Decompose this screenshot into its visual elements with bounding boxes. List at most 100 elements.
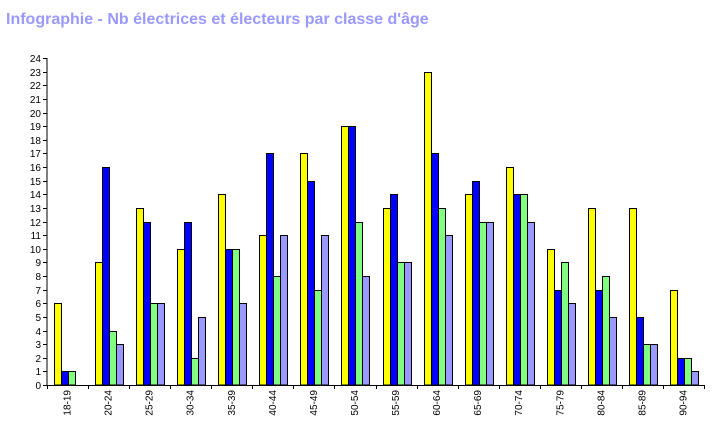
bar-25-29-s1 [136,208,144,386]
x-axis: 18-19 20-24 25-29 30-34 35-39 40-44 45-49 50-54… [47,385,705,416]
bar-45-49-s2 [307,181,315,386]
y-tick-label: 1 [35,367,41,378]
bar-90-94-s2 [677,358,685,386]
y-tick-label: 20 [30,109,42,120]
x-tick-label: 25-29 [145,390,156,416]
bar-50-54-s2 [348,126,356,386]
bar-60-64-s2 [431,153,439,386]
bar-18-19-s2 [61,371,69,386]
bar-85-89-s4 [650,344,658,386]
x-tick-label: 75-79 [555,390,566,416]
bar-55-59-s1 [383,208,391,386]
bar-45-49-s3 [314,290,322,386]
bar-40-44-s3 [273,276,281,386]
bar-45-49-s1 [300,153,308,386]
bar-85-89-s1 [629,208,637,386]
bar-50-54-s4 [362,276,370,386]
bar-90-94-s4 [691,371,699,386]
x-tick-label: 35-39 [227,390,238,416]
y-tick-label: 23 [30,68,42,79]
bar-35-39-s4 [239,303,247,386]
y-tick-label: 12 [30,218,42,229]
x-tick-label: 60-64 [432,390,443,416]
bar-18-19-s3 [68,371,76,386]
bar-30-34-s3 [191,358,199,386]
bar-25-29-s3 [150,303,158,386]
x-tick-label: 55-59 [391,390,402,416]
y-tick-label: 3 [35,340,41,351]
bar-30-34-s1 [177,249,185,386]
bar-65-69-s4 [486,222,494,386]
x-tick-label: 40-44 [268,390,279,416]
bars [54,72,699,386]
bar-18-19-s1 [54,303,62,386]
bar-45-49-s4 [321,235,329,386]
y-tick-label: 5 [35,313,41,324]
bar-55-59-s4 [404,262,412,386]
bar-35-39-s1 [218,194,226,386]
y-tick-label: 14 [30,190,42,201]
x-tick-label: 30-34 [186,390,197,416]
y-tick-label: 18 [30,136,42,147]
y-tick-label: 7 [35,286,41,297]
bar-35-39-s2 [225,249,233,386]
bar-40-44-s1 [259,235,267,386]
y-tick-label: 10 [30,245,42,256]
bar-55-59-s3 [397,262,405,386]
y-tick-label: 9 [35,258,41,269]
bar-70-74-s2 [513,194,521,386]
bar-25-29-s4 [157,303,165,386]
x-tick-label: 50-54 [350,390,361,416]
bar-60-64-s1 [424,72,432,386]
bar-20-24-s4 [116,344,124,386]
y-tick-label: 2 [35,354,41,365]
bar-75-79-s4 [568,303,576,386]
bar-75-79-s1 [547,249,555,386]
bar-60-64-s3 [438,208,446,386]
bar-90-94-s1 [670,290,678,386]
bar-35-39-s3 [232,249,240,386]
bar-65-69-s1 [465,194,473,386]
y-tick-label: 15 [30,177,42,188]
bar-50-54-s1 [341,126,349,386]
bar-30-34-s2 [184,222,192,386]
y-tick-label: 16 [30,163,42,174]
bar-70-74-s3 [520,194,528,386]
bar-20-24-s3 [109,331,117,386]
x-tick-label: 45-49 [309,390,320,416]
bar-80-84-s2 [595,290,603,386]
bar-50-54-s3 [355,222,363,386]
bar-55-59-s2 [390,194,398,386]
x-tick-label: 65-69 [473,390,484,416]
y-tick-label: 24 [30,54,42,65]
y-tick-label: 19 [30,122,42,133]
bar-20-24-s2 [102,167,110,386]
x-tick-label: 90-94 [678,390,689,416]
x-tick-label: 85-89 [637,390,648,416]
y-tick-label: 22 [30,81,42,92]
y-tick-label: 21 [30,95,42,106]
x-tick-label: 20-24 [104,390,115,416]
y-tick-label: 17 [30,149,42,160]
chart-title: Infographie - Nb électrices et électeurs… [6,11,429,28]
bar-70-74-s4 [527,222,535,386]
bar-65-69-s3 [479,222,487,386]
bar-30-34-s4 [198,317,206,386]
y-tick-label: 11 [31,231,42,242]
y-tick-label: 6 [35,299,41,310]
x-tick-label: 18-19 [63,390,74,416]
bar-25-29-s2 [143,222,151,386]
bar-80-84-s3 [602,276,610,386]
bar-80-84-s1 [588,208,596,386]
bar-60-64-s4 [445,235,453,386]
bar-20-24-s1 [95,262,103,386]
bar-80-84-s4 [609,317,617,386]
bar-75-79-s2 [554,290,562,386]
bar-65-69-s2 [472,181,480,386]
bar-75-79-s3 [561,262,569,386]
y-tick-label: 8 [35,272,41,283]
bar-70-74-s1 [506,167,514,386]
y-tick-label: 4 [35,327,41,338]
